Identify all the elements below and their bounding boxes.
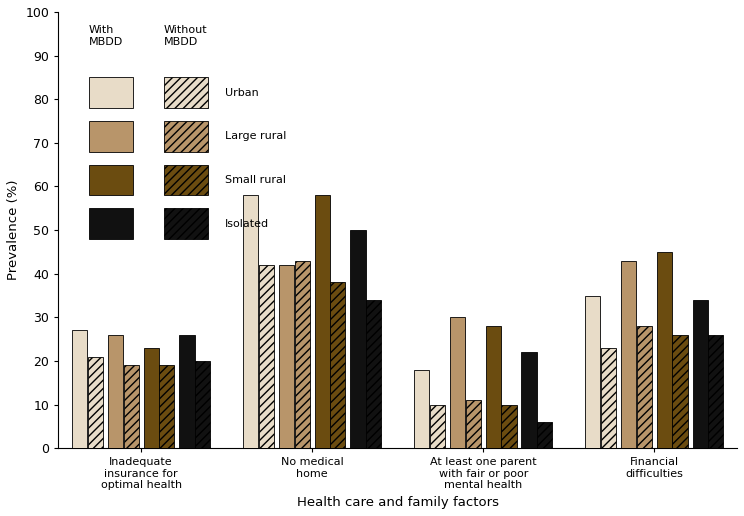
Bar bbox=[195, 361, 211, 448]
FancyBboxPatch shape bbox=[89, 165, 133, 195]
Bar bbox=[108, 335, 123, 448]
Bar bbox=[450, 317, 465, 448]
Bar bbox=[430, 405, 445, 448]
FancyBboxPatch shape bbox=[89, 77, 133, 108]
Text: Large rural: Large rural bbox=[225, 131, 286, 141]
FancyBboxPatch shape bbox=[89, 121, 133, 152]
X-axis label: Health care and family factors: Health care and family factors bbox=[297, 496, 498, 509]
Bar bbox=[144, 348, 158, 448]
Text: Small rural: Small rural bbox=[225, 175, 286, 185]
Text: Urban: Urban bbox=[225, 88, 258, 98]
Bar bbox=[72, 330, 87, 448]
FancyBboxPatch shape bbox=[89, 208, 133, 239]
Bar bbox=[315, 195, 330, 448]
Bar bbox=[350, 230, 365, 448]
Text: Without
MBDD: Without MBDD bbox=[164, 25, 208, 46]
Bar bbox=[295, 261, 310, 448]
Bar bbox=[486, 326, 501, 448]
Bar bbox=[601, 348, 616, 448]
Bar bbox=[179, 335, 194, 448]
Bar bbox=[657, 252, 672, 448]
FancyBboxPatch shape bbox=[164, 77, 208, 108]
Bar bbox=[124, 365, 138, 448]
Bar bbox=[522, 352, 536, 448]
Bar bbox=[159, 365, 174, 448]
Bar bbox=[537, 422, 552, 448]
Bar bbox=[466, 400, 481, 448]
FancyBboxPatch shape bbox=[164, 165, 208, 195]
Bar bbox=[673, 335, 687, 448]
FancyBboxPatch shape bbox=[164, 208, 208, 239]
Bar bbox=[279, 265, 294, 448]
Bar bbox=[414, 370, 429, 448]
Bar bbox=[259, 265, 274, 448]
Text: With
MBDD: With MBDD bbox=[89, 25, 124, 46]
Bar bbox=[366, 300, 381, 448]
Bar bbox=[501, 405, 516, 448]
Bar bbox=[330, 282, 345, 448]
Bar bbox=[693, 300, 708, 448]
Y-axis label: Prevalence (%): Prevalence (%) bbox=[7, 180, 20, 280]
Bar bbox=[88, 357, 103, 448]
Bar bbox=[621, 261, 636, 448]
Bar bbox=[637, 326, 652, 448]
Bar bbox=[243, 195, 258, 448]
Text: Isolated: Isolated bbox=[225, 219, 269, 229]
Bar bbox=[708, 335, 723, 448]
FancyBboxPatch shape bbox=[164, 121, 208, 152]
Bar bbox=[586, 296, 600, 448]
